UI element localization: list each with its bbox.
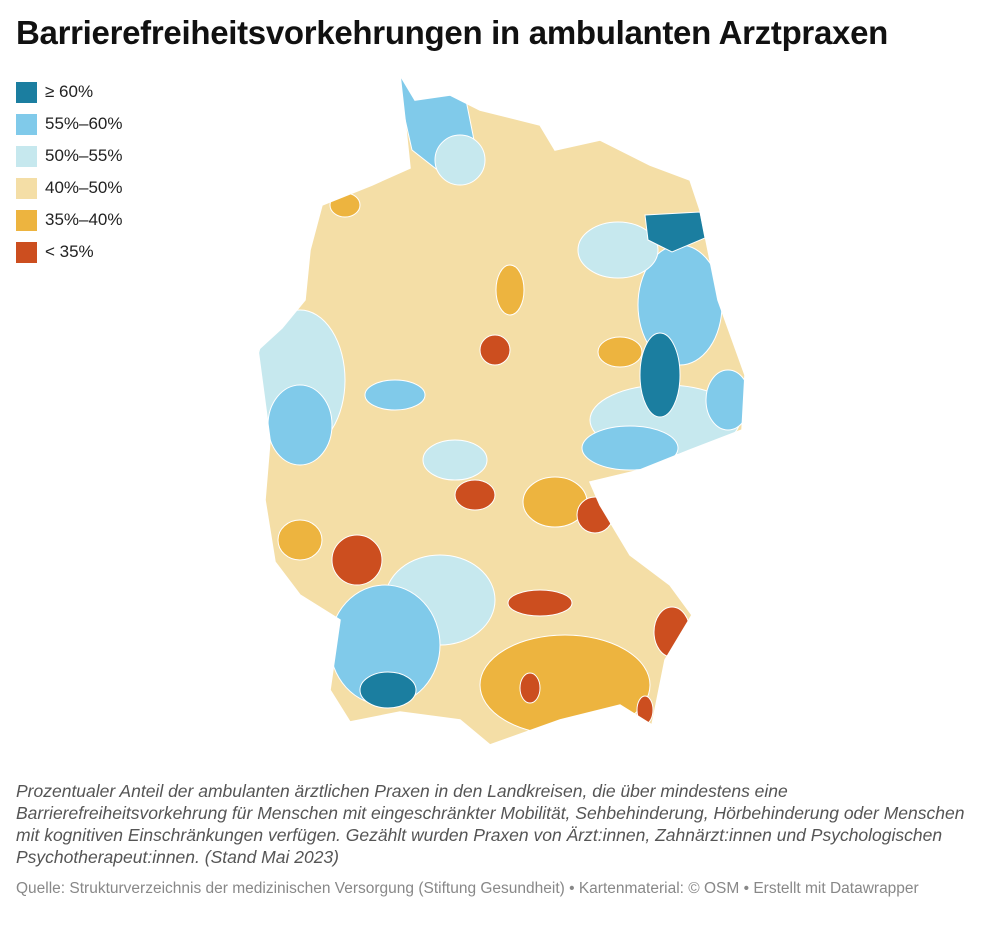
map: [257, 74, 746, 746]
region: [422, 439, 488, 481]
legend-label: 35%–40%: [45, 210, 123, 229]
region: [359, 671, 417, 709]
region: [364, 379, 426, 411]
region: [267, 384, 333, 466]
region: [597, 336, 643, 368]
region: [495, 264, 525, 316]
legend-swatch: [16, 113, 37, 135]
region: [331, 534, 383, 586]
legend-swatch: [16, 241, 37, 263]
legend-label: 40%–50%: [45, 178, 123, 197]
legend-swatch: [16, 145, 37, 167]
region: [577, 221, 659, 279]
region: [705, 369, 745, 431]
regions: [258, 75, 745, 745]
legend-item: < 35%: [16, 236, 123, 268]
description: Prozentualer Anteil der ambulanten ärztl…: [16, 781, 965, 867]
legend-item: 50%–55%: [16, 140, 123, 172]
legend-swatch: [16, 177, 37, 199]
legend-label: < 35%: [45, 242, 94, 261]
legend-item: ≥ 60%: [16, 76, 123, 108]
legend-item: 55%–60%: [16, 108, 123, 140]
region: [519, 672, 541, 704]
legend-label: 50%–55%: [45, 146, 123, 165]
legend: ≥ 60% 55%–60% 50%–55% 40%–50% 35%–40% < 35%: [16, 76, 123, 268]
region: [644, 211, 706, 253]
region: [507, 589, 573, 617]
region: [581, 425, 679, 471]
region: [454, 479, 496, 511]
legend-swatch: [16, 209, 37, 231]
region: [277, 519, 323, 561]
legend-label: 55%–60%: [45, 114, 123, 133]
legend-swatch: [16, 81, 37, 103]
legend-label: ≥ 60%: [45, 82, 94, 101]
region: [639, 332, 681, 418]
region: [479, 334, 511, 366]
legend-item: 35%–40%: [16, 204, 123, 236]
region: [576, 496, 614, 534]
region: [434, 134, 486, 186]
legend-item: 40%–50%: [16, 172, 123, 204]
source: Quelle: Strukturverzeichnis der medizini…: [16, 880, 919, 897]
region: [479, 634, 651, 736]
title: Barrierefreiheitsvorkehrungen in ambulan…: [16, 14, 888, 51]
